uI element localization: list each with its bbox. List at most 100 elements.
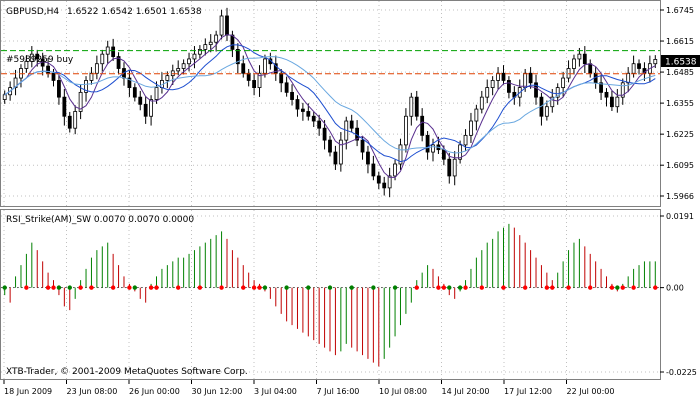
candle (626, 67, 631, 93)
candle (344, 116, 349, 150)
signal-dot (241, 285, 246, 290)
signal-dot (306, 285, 311, 290)
candle (138, 90, 143, 111)
candle (414, 90, 419, 121)
candle (431, 138, 435, 162)
candle (620, 78, 625, 105)
candle (355, 120, 360, 147)
time-tick-label: 14 Jul 20:00 (442, 387, 490, 396)
candle (566, 60, 571, 83)
candle (496, 67, 500, 90)
time-tick-label: 3 Jul 04:00 (254, 387, 297, 396)
candle (501, 65, 506, 85)
candle (452, 151, 457, 186)
candle (89, 67, 94, 85)
signal-dot (2, 285, 7, 290)
candle (192, 46, 197, 69)
candle (149, 95, 153, 126)
candle (599, 74, 603, 101)
candle (100, 49, 105, 72)
candle (300, 102, 305, 121)
price-grid (1, 1, 660, 206)
time-tick-label: 10 Jul 08:00 (379, 387, 427, 396)
price-tick-label: 1.6225 (666, 130, 694, 139)
candle (197, 45, 202, 59)
candle (447, 153, 452, 184)
signal-dot (371, 285, 376, 290)
signal-dot (550, 285, 555, 290)
candle (512, 86, 517, 105)
signal-dot (78, 285, 83, 290)
candle (588, 59, 593, 78)
candle (387, 167, 392, 198)
candle (29, 46, 34, 68)
candle (637, 59, 641, 75)
price-tick-label: 1.6745 (666, 6, 694, 15)
candle (176, 60, 181, 76)
candle (382, 176, 387, 196)
candle (615, 89, 620, 113)
signal-dot (51, 285, 56, 290)
time-tick-label: 30 Jun 12:00 (192, 387, 243, 396)
order-label: #5989259 buy (6, 55, 74, 65)
candle (311, 111, 316, 127)
price-tick-label: 1.6355 (666, 99, 694, 108)
signal-dot (447, 285, 452, 290)
indicator-histogram (1, 223, 660, 367)
signal-dot (219, 285, 224, 290)
time-axis: 18 Jun 2009 23 Jun 08:00 26 Jun 00:00 30 Ju… (3, 380, 614, 396)
candle (67, 111, 72, 133)
signal-dot (501, 285, 506, 290)
signal-dot (441, 285, 447, 290)
signal-dot (414, 285, 419, 290)
order-levels (1, 50, 660, 75)
price-tick-label: 1.6095 (666, 161, 694, 170)
candle (490, 76, 495, 96)
current-price-label: 1.6538 (665, 58, 697, 68)
candle (214, 30, 219, 52)
indicator-plot-frame (0, 209, 661, 380)
candle (404, 108, 408, 153)
signal-dot (110, 285, 116, 290)
candle (143, 96, 148, 124)
candle (376, 171, 381, 190)
signal-dot (257, 285, 262, 290)
indicator-tick-label: -0.0225 (666, 368, 697, 377)
candle (290, 84, 294, 106)
candle (366, 145, 370, 174)
candle (610, 90, 614, 111)
candle (19, 64, 23, 88)
candle (333, 145, 338, 170)
candle (322, 120, 327, 150)
candle (360, 135, 365, 160)
ma-medium-line (4, 44, 656, 163)
candle (469, 112, 473, 143)
candle-series (2, 7, 658, 198)
ma-fast-line (4, 34, 656, 178)
signal-dot (175, 285, 181, 290)
candle (539, 92, 544, 126)
signal-dot (56, 285, 62, 290)
candle (105, 40, 110, 64)
time-tick-label: 7 Jul 16:00 (317, 387, 360, 396)
candle (235, 43, 240, 74)
signal-dot (631, 285, 636, 290)
signal-dot (251, 285, 257, 290)
chart-symbol-label: GBPUSD,H4 (6, 7, 59, 17)
signal-dot (522, 285, 528, 290)
candle (349, 114, 354, 133)
candle (425, 131, 430, 160)
candle (284, 76, 289, 97)
signal-dot (463, 285, 468, 290)
signal-dot (197, 285, 203, 290)
indicator-title: RSI_Strike(AM)_SW 0.0070 0.0070 0.0000 (6, 215, 194, 225)
candle (252, 74, 256, 96)
candle (507, 76, 511, 99)
signal-dot (45, 285, 51, 290)
copyright-text: XTB-Trader, © 2001-2009 MetaQuotes Softw… (6, 367, 248, 377)
candle (409, 92, 414, 126)
candle (51, 68, 56, 87)
candle (225, 7, 229, 42)
